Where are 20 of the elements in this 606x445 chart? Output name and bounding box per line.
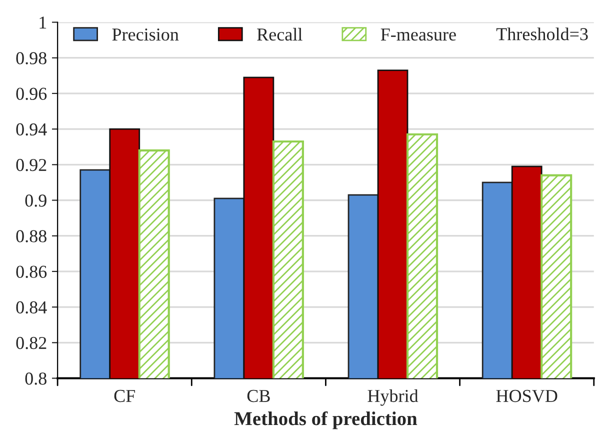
y-tick-label: 0.96 bbox=[16, 88, 47, 100]
y-tick-label: 1 bbox=[40, 16, 46, 29]
x-tick-label: CF bbox=[114, 390, 135, 402]
y-tick-label: 0.84 bbox=[16, 301, 47, 314]
x-axis-title: Methods of prediction bbox=[234, 411, 418, 430]
annotation: Threshold=3 bbox=[496, 28, 588, 40]
legend-label: F-measure bbox=[380, 28, 456, 41]
y-tick-label: 0.94 bbox=[16, 123, 47, 136]
legend-label: Recall bbox=[257, 28, 302, 41]
x-tick-label: CB bbox=[247, 390, 270, 402]
legend-label: Precision bbox=[112, 28, 179, 41]
y-tick-label: 0.88 bbox=[16, 230, 46, 242]
x-tick-label: HOSVD bbox=[496, 390, 558, 402]
y-tick-label: 0.98 bbox=[16, 52, 46, 64]
y-tick-label: 0.92 bbox=[16, 158, 46, 172]
y-tick-label: 0.86 bbox=[16, 266, 47, 278]
y-tick-label: 0.82 bbox=[16, 336, 46, 350]
x-tick-label: Hybrid bbox=[368, 389, 418, 406]
y-tick-label: 0.8 bbox=[25, 372, 46, 385]
y-tick-label: 0.9 bbox=[25, 194, 46, 207]
